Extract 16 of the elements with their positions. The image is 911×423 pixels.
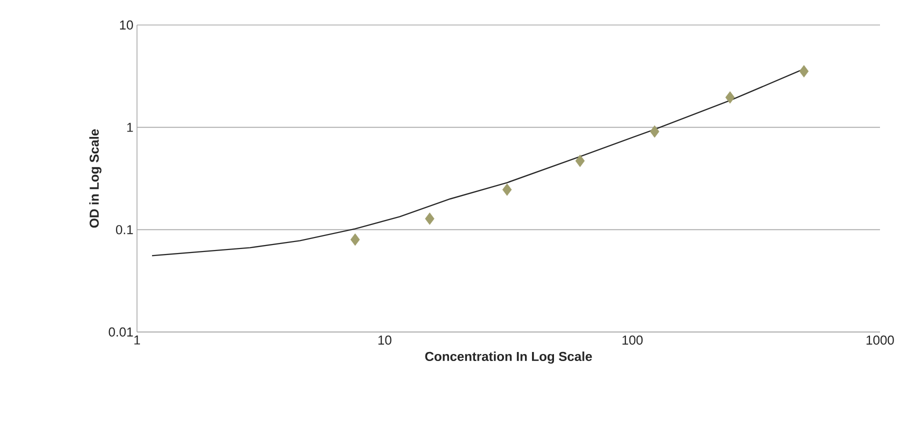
x-tick-label: 100 xyxy=(622,336,643,345)
point xyxy=(799,65,809,78)
point xyxy=(575,154,585,168)
x-tick-label: 1000 xyxy=(866,336,894,345)
x-axis-title: Concentration In Log Scale xyxy=(425,352,592,364)
y-tick-label: 0.01 xyxy=(108,327,133,337)
y-tick-label: 0.1 xyxy=(116,225,133,234)
point xyxy=(725,91,735,104)
x-tick-label: 1 xyxy=(134,336,140,344)
point xyxy=(350,233,360,246)
y-axis-title: OD in Log Scale xyxy=(89,129,102,228)
point xyxy=(425,212,434,225)
point xyxy=(650,125,660,138)
x-tick-label: 10 xyxy=(378,336,392,345)
y-tick-label: 10 xyxy=(120,20,133,30)
y-tick-label: 1 xyxy=(127,122,133,132)
